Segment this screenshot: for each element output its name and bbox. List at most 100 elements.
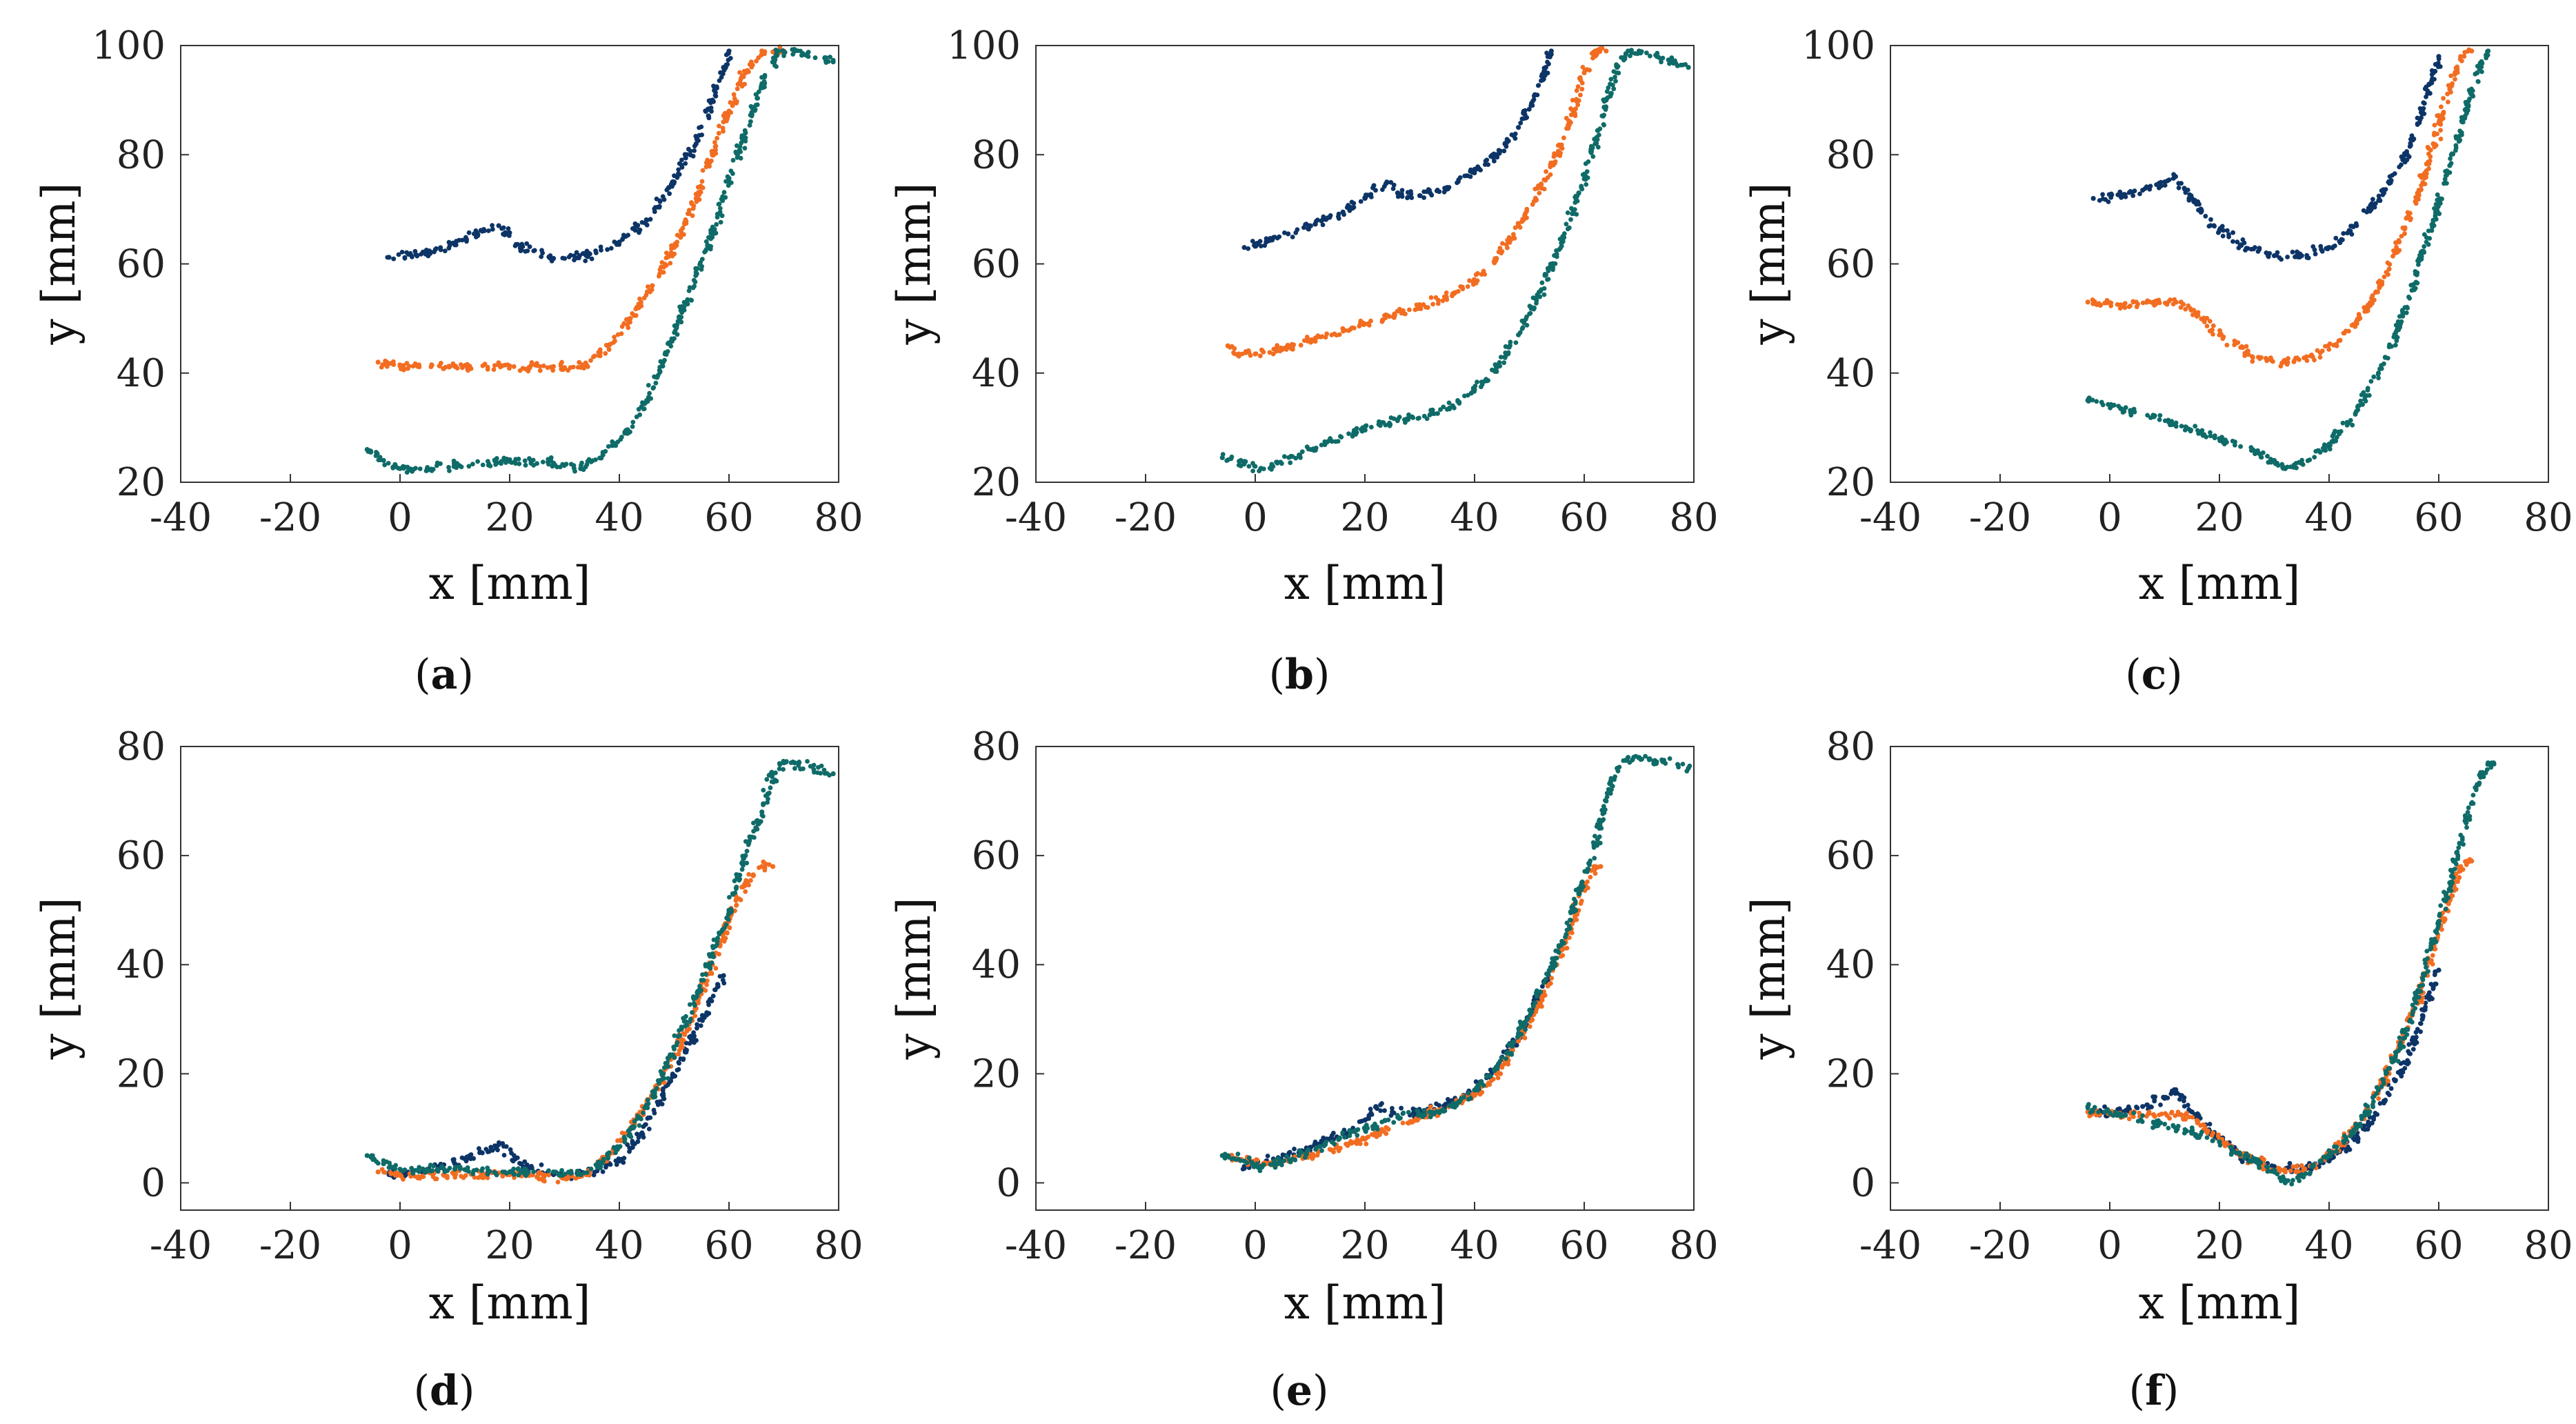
data-point-series2 (2186, 303, 2191, 308)
data-point-series1 (2243, 248, 2248, 253)
data-point-series3 (485, 1171, 490, 1177)
data-point-series3 (738, 155, 743, 161)
data-point-series3 (415, 1167, 420, 1173)
data-point-series3 (2157, 413, 2163, 418)
data-point-series2 (743, 878, 749, 883)
panel-e-ytick-label: 0 (996, 1160, 1021, 1205)
data-point-series1 (701, 1013, 706, 1019)
data-point-series2 (1385, 313, 1390, 318)
data-point-series3 (1354, 426, 1359, 431)
data-point-series3 (546, 1168, 551, 1174)
data-point-series2 (491, 367, 497, 372)
data-point-series2 (1317, 335, 1323, 339)
data-point-series1 (515, 1155, 520, 1160)
data-point-series3 (1347, 1128, 1352, 1133)
data-point-series2 (726, 113, 731, 119)
data-point-series2 (2285, 359, 2290, 365)
data-point-series1 (572, 253, 577, 259)
data-point-series2 (1340, 326, 1346, 331)
data-point-series3 (1410, 415, 1416, 420)
data-point-series3 (2280, 465, 2285, 470)
data-point-series1 (2345, 230, 2350, 235)
data-point-series3 (2475, 79, 2481, 84)
data-point-series1 (442, 248, 448, 254)
data-point-series3 (2328, 443, 2333, 448)
data-point-series3 (711, 937, 717, 942)
data-point-series3 (611, 442, 617, 446)
data-point-series1 (2162, 183, 2168, 188)
panel-a-xtick-label: 60 (704, 495, 753, 540)
data-point-series2 (537, 1176, 541, 1182)
data-point-series3 (2333, 438, 2339, 444)
data-point-series3 (653, 380, 659, 386)
data-point-series1 (566, 255, 572, 259)
panel-d-ytick-label: 0 (141, 1160, 166, 1205)
data-point-series3 (1457, 401, 1462, 406)
data-point-series3 (761, 787, 766, 793)
data-point-series1 (549, 258, 555, 264)
data-point-series1 (711, 99, 716, 104)
data-point-series3 (452, 1165, 458, 1170)
data-point-series2 (2224, 342, 2230, 348)
data-point-series1 (726, 51, 731, 56)
data-point-series3 (690, 995, 696, 1000)
data-point-series1 (630, 1141, 636, 1147)
panel-c-ytick-label: 40 (1826, 351, 1875, 396)
data-point-series3 (2213, 433, 2217, 438)
data-point-series1 (1529, 101, 1534, 106)
data-point-series2 (555, 1179, 561, 1185)
data-point-series2 (559, 359, 564, 365)
data-point-series3 (1495, 1066, 1500, 1071)
data-point-series3 (2410, 287, 2416, 293)
data-point-series2 (2085, 299, 2090, 305)
data-point-series3 (606, 444, 611, 449)
data-point-series2 (412, 361, 418, 366)
data-point-series2 (2153, 301, 2159, 306)
data-point-series2 (750, 873, 756, 878)
data-point-series1 (2178, 1093, 2183, 1098)
data-point-series3 (2313, 448, 2319, 454)
data-point-series1 (2123, 195, 2128, 199)
data-point-series3 (2366, 393, 2372, 398)
data-point-series2 (1555, 148, 1561, 154)
data-point-series1 (463, 235, 468, 240)
data-point-series1 (2428, 982, 2434, 987)
data-point-series1 (519, 248, 524, 253)
data-point-series1 (617, 242, 621, 247)
data-point-series3 (2323, 445, 2328, 451)
data-point-series1 (2208, 223, 2213, 228)
data-point-series3 (708, 962, 712, 967)
data-point-series2 (1522, 1036, 1528, 1040)
data-point-series3 (661, 1065, 667, 1070)
data-point-series3 (795, 48, 800, 53)
data-point-series3 (637, 412, 642, 417)
data-point-series1 (2143, 186, 2148, 191)
panel-a-letter: a (431, 651, 458, 699)
panel-c-axes (1890, 45, 2549, 483)
data-point-series3 (2415, 270, 2420, 275)
data-point-series2 (539, 1171, 544, 1176)
data-point-series3 (1608, 91, 1614, 97)
data-point-series1 (530, 1165, 535, 1171)
data-point-series3 (1335, 439, 1341, 444)
data-point-series2 (2438, 121, 2444, 127)
data-point-series2 (2438, 137, 2444, 141)
data-point-series2 (2173, 1113, 2178, 1118)
data-point-series1 (706, 113, 711, 119)
data-point-series3 (1272, 1158, 1277, 1163)
data-point-series3 (1488, 1074, 1493, 1079)
data-point-series1 (679, 157, 684, 163)
data-point-series2 (1288, 346, 1294, 351)
data-point-series3 (386, 461, 391, 466)
data-point-series3 (1629, 50, 1635, 55)
panel-a-xtick-label: -20 (259, 495, 321, 540)
data-point-series3 (747, 123, 752, 128)
data-point-series3 (495, 460, 500, 465)
data-point-series1 (2137, 191, 2142, 197)
data-point-series3 (1604, 791, 1610, 796)
data-point-series1 (1321, 214, 1326, 219)
data-point-series3 (508, 459, 512, 464)
data-point-series2 (641, 295, 647, 301)
data-point-series3 (1600, 811, 1606, 816)
